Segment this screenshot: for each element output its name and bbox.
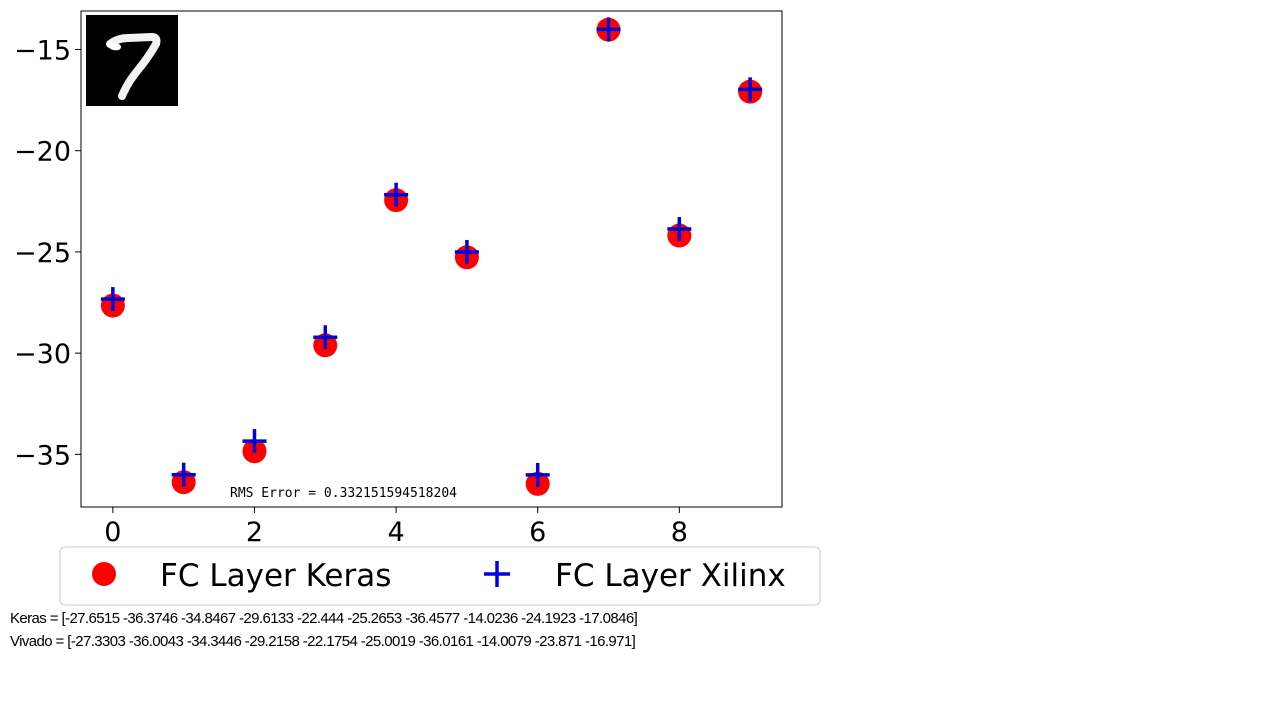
plot-area [80, 10, 783, 508]
x-tick-label: 8 [671, 517, 688, 548]
xilinx-point [454, 239, 479, 264]
x-tick-label: 0 [104, 517, 121, 548]
x-axis: 0 2 4 6 8 [104, 507, 688, 548]
y-tick-label: −35 [14, 440, 71, 471]
inset-digit-image [86, 15, 178, 106]
y-axis: −15 −20 −25 −30 −35 [14, 35, 81, 471]
x-tick-label: 6 [529, 517, 546, 548]
y-tick-label: −20 [14, 137, 71, 168]
y-tick-label: −15 [14, 35, 71, 66]
xilinx-point [384, 182, 409, 207]
legend-label-xilinx: FC Layer Xilinx [555, 558, 786, 594]
legend-box [59, 546, 821, 606]
x-tick-label: 2 [246, 517, 263, 548]
xilinx-point [100, 287, 125, 312]
xilinx-point [667, 217, 692, 242]
legend-marker-xilinx [484, 561, 510, 587]
y-tick-label: −30 [14, 339, 71, 370]
legend: FC Layer Keras FC Layer Xilinx [59, 546, 821, 606]
xilinx-point [525, 462, 550, 487]
xilinx-point [242, 429, 267, 454]
legend-marker-keras [92, 562, 116, 586]
rms-error-annotation: RMS Error = 0.332151594518204 [230, 486, 457, 501]
y-tick-label: −25 [14, 238, 71, 269]
series-fc-layer-xilinx [100, 17, 763, 487]
x-tick-label: 4 [388, 517, 405, 548]
xilinx-point [596, 17, 621, 42]
vivado-values-text: Vivado = [-27.3303 -36.0043 -34.3446 -29… [10, 633, 636, 650]
legend-label-keras: FC Layer Keras [160, 558, 391, 594]
xilinx-point [313, 325, 338, 350]
keras-values-text: Keras = [-27.6515 -36.3746 -34.8467 -29.… [10, 610, 638, 627]
xilinx-point [738, 77, 763, 102]
xilinx-point [171, 462, 196, 487]
